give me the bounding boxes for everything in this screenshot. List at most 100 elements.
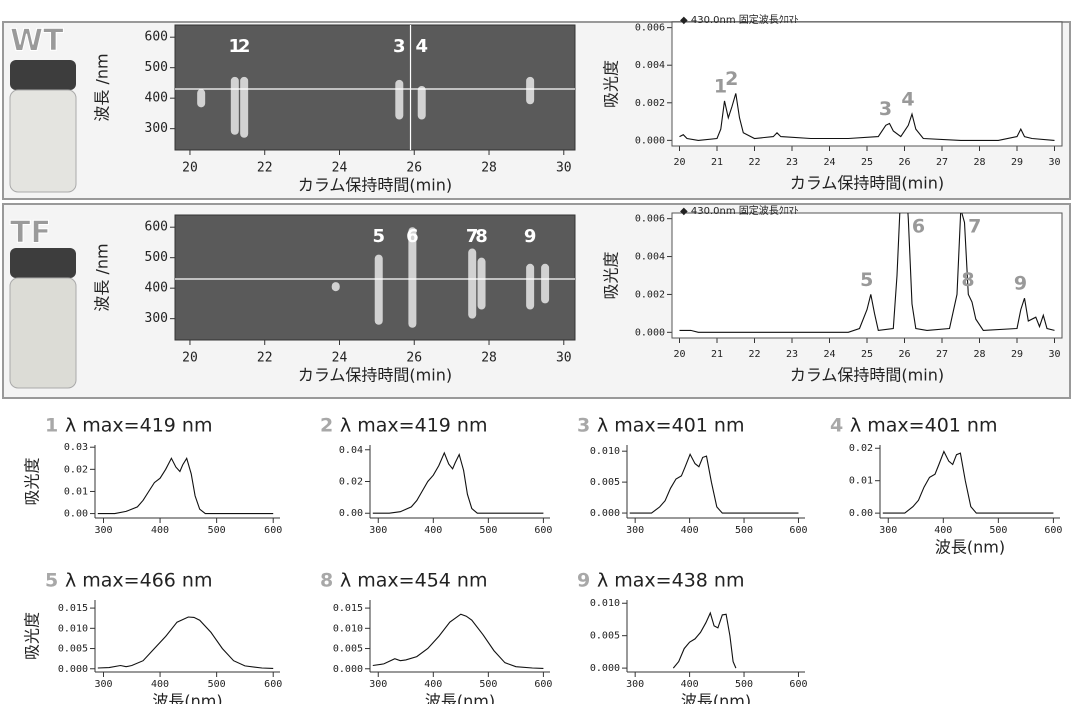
x-tick-label: 600	[1044, 525, 1062, 536]
y-tick-label: 0.002	[635, 98, 665, 109]
x-tick-label: 21	[711, 157, 723, 168]
contour-spot	[395, 80, 403, 120]
peak-label: 6	[912, 216, 925, 238]
x-tick-label: 600	[534, 679, 552, 690]
x-axis-label: 波長(nm)	[681, 692, 751, 704]
x-tick-label: 23	[786, 349, 798, 360]
x-tick-label: 600	[264, 679, 282, 690]
x-axis-label: カラム保持時間(min)	[790, 174, 944, 193]
y-tick-label: 0.002	[635, 289, 665, 300]
y-tick-label: 400	[145, 281, 168, 296]
y-tick-label: 0.004	[635, 252, 665, 263]
y-tick-label: 0.015	[58, 603, 88, 614]
x-tick-label: 400	[151, 679, 169, 690]
spectrum-number: 2	[320, 415, 333, 437]
y-tick-label: 0.04	[339, 445, 363, 456]
x-tick-label: 300	[369, 679, 387, 690]
chart-header: ◆ 430.0nm 固定波長ｸﾛﾏﾄ	[680, 13, 799, 26]
contour-spot	[231, 77, 239, 135]
y-tick-label: 0.02	[849, 443, 873, 454]
x-axis-label: 波長(nm)	[935, 538, 1005, 557]
x-tick-label: 400	[424, 525, 442, 536]
y-axis-label: 波長 /nm	[93, 243, 112, 311]
figure: WT TF 202224262830300400500600カラム保持時間(mi…	[0, 0, 1075, 704]
x-tick-label: 300	[94, 525, 112, 536]
x-tick-label: 600	[789, 525, 807, 536]
peak-label: 8	[475, 226, 488, 247]
y-tick-label: 0.006	[635, 23, 665, 34]
contour-spot	[332, 282, 340, 291]
contour-spot	[526, 264, 534, 310]
data-line	[630, 454, 799, 513]
x-tick-label: 28	[973, 157, 985, 168]
y-axis-label: 吸光度	[602, 60, 621, 108]
x-tick-label: 29	[1011, 157, 1023, 168]
x-tick-label: 28	[481, 161, 497, 176]
x-tick-label: 30	[1048, 157, 1060, 168]
y-tick-label: 0.004	[635, 60, 665, 71]
panel-label: WT	[10, 24, 64, 59]
y-tick-label: 300	[145, 121, 168, 136]
contour-spot	[541, 264, 549, 304]
spectrum-number: 8	[320, 570, 333, 592]
y-tick-label: 0.010	[58, 623, 88, 634]
peak-label: 4	[901, 89, 914, 111]
plot-area	[627, 445, 805, 518]
data-line	[883, 452, 1054, 514]
y-tick-label: 0.000	[333, 664, 363, 675]
contour-spot	[197, 89, 205, 107]
x-tick-label: 400	[681, 679, 699, 690]
x-tick-label: 22	[748, 349, 760, 360]
contour-spot	[526, 77, 534, 104]
y-axis-label: 波長 /nm	[93, 53, 112, 121]
y-tick-label: 0.015	[333, 603, 363, 614]
x-tick-label: 400	[681, 525, 699, 536]
peak-label: 4	[415, 36, 428, 57]
y-tick-label: 0.00	[64, 509, 88, 520]
x-tick-label: 22	[748, 157, 760, 168]
peak-label: 5	[860, 269, 873, 291]
x-tick-label: 26	[898, 157, 910, 168]
y-tick-label: 0.005	[58, 644, 88, 655]
peak-label: 5	[372, 226, 385, 247]
peak-label: 2	[725, 68, 738, 90]
x-tick-label: 28	[481, 351, 497, 366]
contour-spot	[240, 77, 248, 138]
y-tick-label: 0.005	[333, 644, 363, 655]
spectrum-title: λ max=401 nm	[597, 415, 744, 437]
x-tick-label: 500	[208, 679, 226, 690]
spectrum-number: 5	[45, 570, 58, 592]
plot-area	[627, 600, 805, 672]
y-axis-label: 吸光度	[23, 612, 42, 660]
x-tick-label: 500	[208, 525, 226, 536]
y-tick-label: 0.000	[58, 664, 88, 675]
x-tick-label: 25	[861, 349, 873, 360]
vial	[10, 248, 76, 388]
x-tick-label: 30	[556, 161, 572, 176]
y-tick-label: 0.02	[339, 477, 363, 488]
y-tick-label: 0.02	[64, 464, 88, 475]
x-axis-label: 波長(nm)	[425, 692, 495, 704]
x-tick-label: 21	[711, 349, 723, 360]
peak-label: 9	[524, 226, 537, 247]
x-tick-label: 24	[823, 157, 835, 168]
y-tick-label: 0.010	[590, 598, 620, 609]
vial	[10, 60, 76, 192]
x-tick-label: 26	[406, 351, 422, 366]
x-tick-label: 28	[973, 349, 985, 360]
plot-area	[95, 600, 280, 672]
y-tick-label: 0.010	[333, 623, 363, 634]
y-tick-label: 0.000	[590, 663, 620, 674]
data-line	[98, 458, 273, 513]
contour-spot	[418, 86, 426, 120]
x-tick-label: 300	[626, 679, 644, 690]
y-tick-label: 400	[145, 91, 168, 106]
x-tick-label: 27	[936, 349, 948, 360]
y-tick-label: 0.000	[635, 327, 665, 338]
y-tick-label: 300	[145, 311, 168, 326]
y-tick-label: 500	[145, 250, 168, 265]
spectrum-number: 4	[830, 415, 843, 437]
peak-label: 6	[406, 226, 419, 247]
y-axis-label: 吸光度	[23, 457, 42, 505]
spectrum-title: λ max=438 nm	[597, 570, 744, 592]
